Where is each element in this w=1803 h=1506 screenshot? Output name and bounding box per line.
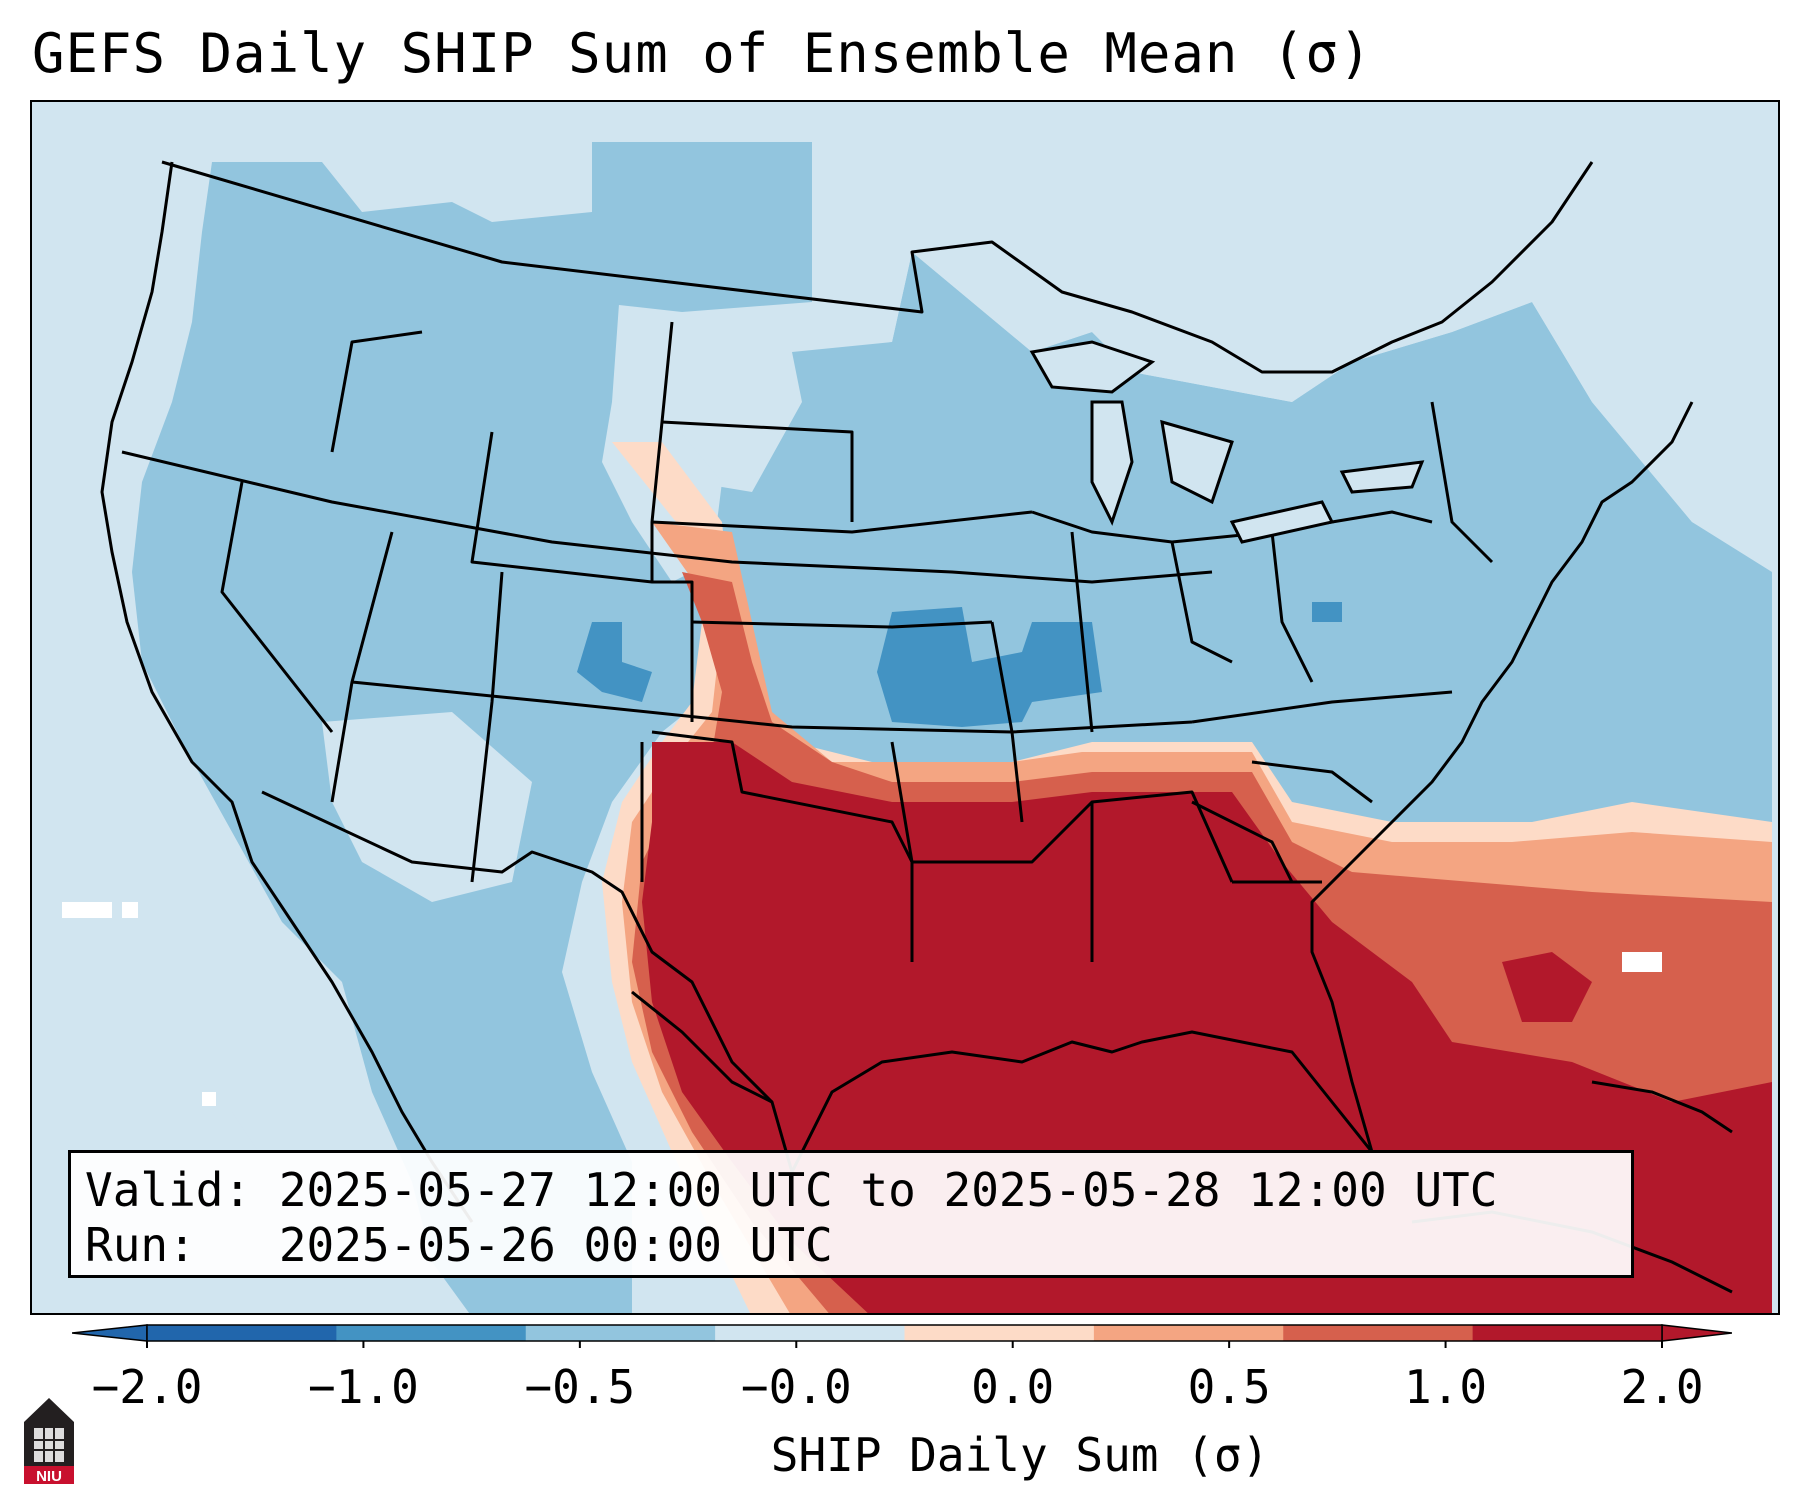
state-line-22: [1191, 690, 1453, 724]
field-light-patches: [32, 142, 1778, 1313]
state-line-18: [1031, 510, 1433, 544]
state-line-1: [121, 450, 1213, 584]
ship-map: [32, 102, 1778, 1313]
lake-ontario: [1339, 460, 1425, 494]
colorbar-extend-low: [72, 1324, 148, 1342]
colorbar-extend-high: [1661, 1324, 1732, 1342]
us-canada-border: [161, 160, 1594, 374]
colorbar-tick-label: 0.0: [971, 1360, 1055, 1414]
map-panel: [30, 100, 1780, 1315]
colorbar-tick-label: −2.0: [91, 1360, 203, 1414]
field-light-blue: [132, 142, 1772, 1313]
gulf-coast: [631, 990, 1374, 1174]
valid-time-text: Valid: 2025-05-27 12:00 UTC to 2025-05-2…: [85, 1163, 1498, 1217]
map-title: GEFS Daily SHIP Sum of Ensemble Mean (σ): [32, 22, 1373, 85]
colorbar-tick-label: −1.0: [308, 1360, 419, 1414]
colorbar-segment: [147, 1325, 337, 1341]
state-line-2: [330, 330, 423, 453]
lake-superior: [1029, 340, 1156, 394]
state-line-19: [1070, 531, 1094, 733]
lake-michigan: [1090, 400, 1134, 526]
great-lakes: [1029, 340, 1425, 544]
lake-huron: [1160, 419, 1234, 505]
state-line-26: [1430, 401, 1494, 564]
colorbar-segment: [336, 1325, 527, 1341]
field-white-specks: [62, 902, 1662, 1106]
state-line-10: [651, 510, 1033, 534]
state-line-21: [1270, 531, 1314, 683]
colorbar-frame: [146, 1324, 1663, 1342]
colorbar-label: SHIP Daily Sum (σ): [770, 1428, 1270, 1482]
colorbar-segments: [72, 1324, 1732, 1342]
boundaries: [100, 160, 1694, 1223]
validity-info-box: Valid: 2025-05-27 12:00 UTC to 2025-05-2…: [68, 1150, 1634, 1278]
state-line-23: [1251, 760, 1373, 804]
colorbar-tick-label: 1.0: [1404, 1360, 1488, 1414]
mexico-border: [261, 790, 774, 1104]
niu-logo: NIU: [24, 1398, 74, 1485]
colorbar-segment: [1283, 1325, 1474, 1341]
state-line-11: [691, 620, 993, 629]
colorbar-segment: [1472, 1325, 1663, 1341]
colorbar-tick-label: −0.5: [524, 1360, 636, 1414]
colorbar-segment: [1093, 1325, 1284, 1341]
atlantic-coast: [1310, 401, 1694, 1153]
colorbar-segment: [525, 1325, 716, 1341]
colorbar-segment: [715, 1325, 905, 1341]
colorbar-ticks: [146, 1341, 1663, 1348]
colorbar-segment: [904, 1325, 1095, 1341]
state-line-24: [1191, 800, 1294, 883]
colorbar-tick-label: 0.5: [1187, 1360, 1271, 1414]
state-line-20: [1170, 541, 1233, 664]
pacific-coast: [100, 161, 474, 1223]
state-line-9: [660, 321, 854, 522]
colorbar: [72, 1324, 1732, 1348]
bahamas: [1591, 1080, 1733, 1134]
run-time-text: Run: 2025-05-26 00:00 UTC: [85, 1218, 833, 1272]
state-line-3: [220, 481, 334, 733]
logo-text: NIU: [36, 1468, 62, 1485]
colorbar-tick-label: 2.0: [1620, 1360, 1704, 1414]
field-mid-blue: [577, 602, 1342, 727]
state-line-17: [990, 621, 1024, 823]
state-line-7: [470, 571, 504, 883]
lake-erie: [1229, 500, 1335, 544]
state-line-5: [351, 680, 1193, 734]
colorbar-tick-label: −0.0: [740, 1360, 852, 1414]
state-line-12: [651, 730, 914, 863]
